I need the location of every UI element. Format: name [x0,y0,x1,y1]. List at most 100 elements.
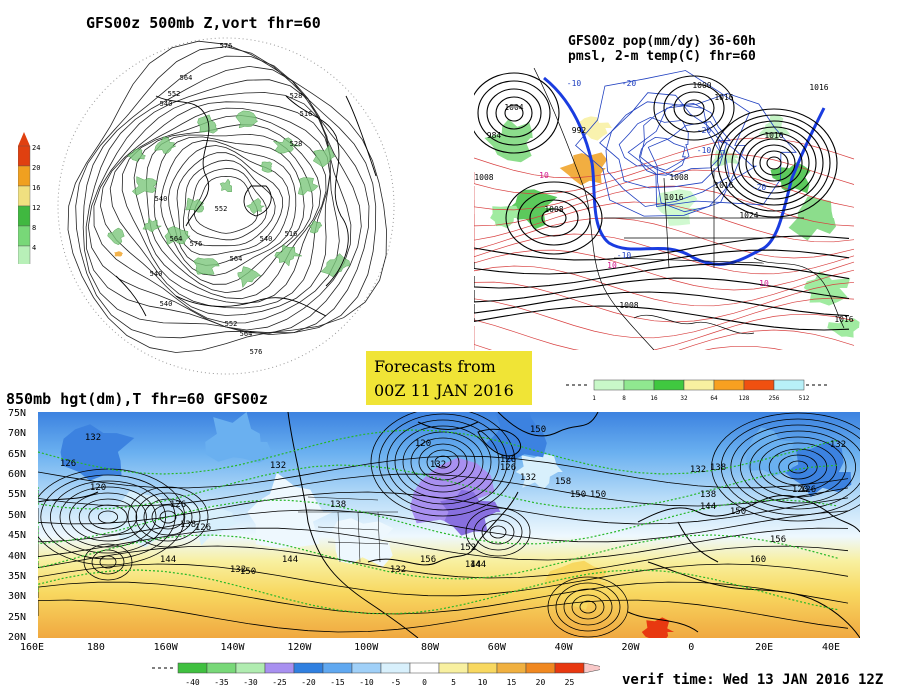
temperature-label: 10 [759,279,769,288]
height-label: 144 [282,555,298,565]
height-contour [160,139,297,276]
height-contour [38,491,849,525]
contour-label: 564 [180,74,193,82]
longitude-tick: 140W [220,642,245,653]
vorticity-shade [197,114,218,134]
panel-title-pop-line1: GFS00z pop(mm/dy) 36-60h [568,34,756,49]
height-contour [93,92,340,324]
height-label: 150 [730,507,746,517]
colorbar-tick: 8 [622,395,626,402]
cold-isotherm [638,136,686,176]
colorbar-tick: 24 [32,144,40,152]
vorticity-shade [245,197,266,215]
vorticity-shade [297,177,319,196]
colorbar-arrow-top [18,132,30,146]
isobar [486,88,542,138]
colorbar-swatch [683,379,715,391]
longitude-tick: 0 [688,642,695,653]
colorbar-swatch [713,379,745,391]
isotherm [474,249,855,291]
isobar [710,108,838,218]
panel-title-500mb: GFS00z 500mb Z,vort fhr=60 [86,14,321,32]
temperature-label: 10 [539,171,549,180]
isobar [745,138,803,188]
colorbar-tick: 64 [710,395,718,402]
vorticity-shade [131,176,158,196]
temperature-shade [178,503,242,546]
colorbar-tick: 20 [32,164,40,172]
pressure-label: 1000 [692,81,711,90]
contour-label: 516 [285,230,298,238]
colorbar-swatch [17,205,31,227]
colorbar-tick: 512 [799,395,810,402]
height-contour [720,418,860,516]
height-contour [778,454,818,480]
temperature-label: -20 [622,79,637,88]
state-boundary [753,257,845,329]
vorticity-shade [219,178,232,192]
colorbar-swatch [17,185,31,207]
colorbar-tick: -40 [185,678,200,687]
height-contour [579,600,597,614]
longitude-tick: 40W [554,642,573,653]
height-contour [555,582,621,632]
temperature-label: -10 [697,146,712,155]
temperature-label: -20 [752,183,767,192]
verif-time: verif time: Wed 13 JAN 2016 12Z [622,672,884,688]
coastline [175,295,327,317]
precip-shade [656,189,701,226]
colorbar-swatch [17,225,31,247]
precip-colorbar: 1 8 16 32 64 128 256 512 [566,378,856,406]
isotherm [474,153,855,195]
latitude-tick: 40N [8,550,27,562]
height-label: 132 [520,473,536,483]
colorbar-swatch [322,662,353,674]
height-contour [38,563,849,597]
contour-label: 516 [300,110,313,118]
height-label: 126 [195,523,211,533]
contour-label: 564 [240,330,253,338]
colorbar-tick: 8 [32,224,36,232]
height-contour [465,507,531,557]
temperature-shade [331,518,394,567]
height-label: 126 [170,500,186,510]
pressure-label: 1016 [764,131,783,140]
contour-label: 528 [290,140,303,148]
coastline [477,428,521,457]
isobar [541,208,567,228]
height-contour [59,486,157,548]
isobar [752,144,796,182]
isobar [474,277,850,303]
isotherm [474,312,855,350]
height-contour [135,492,201,542]
state-boundary [633,314,755,335]
latitude-tick: 20N [8,632,27,643]
pressure-label: 1016 [809,83,828,92]
height-contour [38,527,849,561]
pressure-label: 1024 [739,211,758,220]
colorbar-swatch [235,662,266,674]
longitude-tick: 80W [420,642,440,653]
contour-label: 576 [220,42,233,50]
vorticity-shade [259,161,273,173]
contour-label: 576 [250,348,263,356]
height-label: 144 [160,555,176,565]
isobar [663,83,725,133]
height-label: 144 [465,560,481,570]
cold-isotherm [605,101,730,207]
vorticity-shade [107,227,125,246]
height-contour [176,152,284,256]
height-contour [38,473,849,507]
isotherm [474,265,855,307]
isobar [673,91,715,125]
colorbar-swatch [17,245,31,267]
temperature-shade [484,412,547,463]
precip-shade [827,318,860,338]
colorbar-swatch [496,662,527,674]
height-label: 150 [240,567,256,577]
coastline [627,611,699,633]
isobar [766,156,782,170]
isotherm [38,569,839,615]
colorbar-swatch [293,662,324,674]
isobar [683,99,705,117]
